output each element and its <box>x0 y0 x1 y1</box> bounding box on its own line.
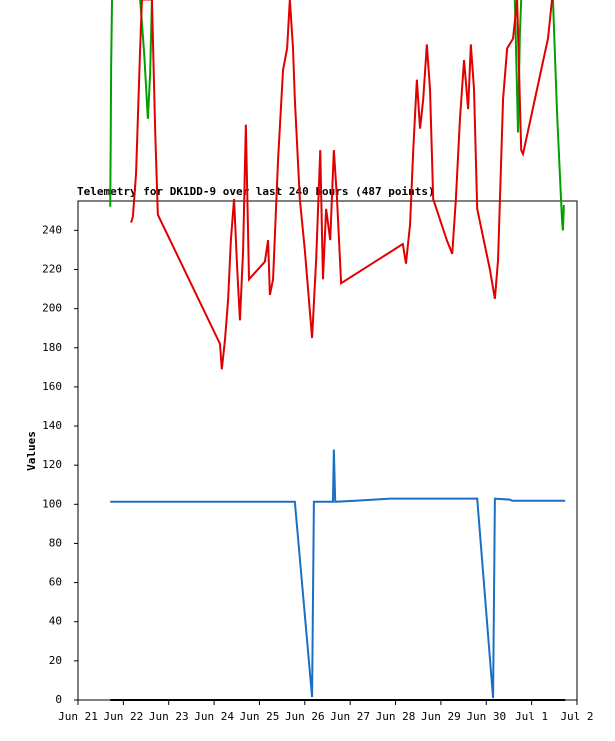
x-tick-label: Jun 26 <box>285 710 325 723</box>
x-tick-label: Jun 21 <box>58 710 98 723</box>
x-tick-label: Jun 23 <box>149 710 189 723</box>
x-tick-label: Jun 28 <box>376 710 416 723</box>
y-tick-label: 120 <box>42 458 62 471</box>
x-tick-label: Jun 25 <box>240 710 280 723</box>
y-tick-label: 180 <box>42 341 62 354</box>
y-tick-label: 100 <box>42 497 62 510</box>
y-tick-label: 40 <box>49 615 62 628</box>
x-tick-label: Jun 27 <box>330 710 370 723</box>
y-tick-label: 0 <box>55 693 62 706</box>
x-tick-label: Jun 30 <box>466 710 506 723</box>
y-tick-label: 60 <box>49 576 62 589</box>
y-tick-label: 140 <box>42 419 62 432</box>
y-tick-label: 220 <box>42 262 62 275</box>
plot-frame <box>77 200 578 701</box>
y-tick-label: 80 <box>49 536 62 549</box>
x-tick-label: Jul 1 <box>515 710 548 723</box>
x-tick-label: Jul 2 <box>560 710 593 723</box>
x-tick-label: Jun 24 <box>194 710 234 723</box>
y-axis-label: Values <box>25 431 38 471</box>
series-line <box>130 0 553 370</box>
y-tick-label: 200 <box>42 302 62 315</box>
y-tick-label: 20 <box>49 654 62 667</box>
x-tick-label: Jun 22 <box>103 710 143 723</box>
series-line <box>109 0 565 231</box>
y-tick-label: 240 <box>42 223 62 236</box>
series-line <box>110 449 566 699</box>
y-tick-label: 160 <box>42 380 62 393</box>
chart-title: Telemetry for DK1DD-9 over last 240 hour… <box>77 185 435 198</box>
x-tick-label: Jun 29 <box>421 710 461 723</box>
